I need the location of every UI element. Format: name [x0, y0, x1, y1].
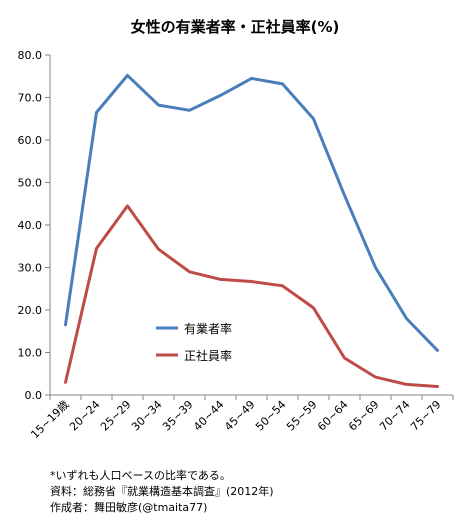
x-tick-label: 30~34: [129, 398, 165, 434]
y-tick-label: 40.0: [18, 219, 43, 232]
legend-label: 正社員率: [184, 348, 232, 363]
chart-title: 女性の有業者率・正社員率(%): [131, 18, 340, 36]
x-tick-label: 55~59: [284, 398, 320, 434]
y-tick-label: 70.0: [18, 92, 43, 105]
series-layer: [64, 73, 439, 388]
x-tick-label: 20~24: [67, 398, 103, 434]
series-line-2: [64, 204, 439, 388]
x-tick-label: 50~54: [253, 398, 289, 434]
x-tick-label: 75~79: [408, 398, 444, 434]
note-author: 作成者：舞田敏彦(@tmaita77): [50, 501, 208, 514]
legend-label: 有業者率: [184, 321, 232, 336]
x-tick-label: 35~39: [160, 398, 196, 434]
x-tick-label: 25~29: [98, 398, 134, 434]
y-tick-label: 30.0: [18, 262, 43, 275]
x-tick-label: 40~44: [191, 398, 227, 434]
x-tick-label: 60~64: [315, 398, 351, 434]
axes: 0.0 10.0 20.0 30.0 40.0 50.0 60.0 70.0 80.0 15~19…: [18, 49, 454, 441]
y-tick-label: 80.0: [18, 49, 43, 62]
y-tick-label: 10.0: [18, 347, 43, 360]
y-tick-label: 60.0: [18, 134, 43, 147]
y-tick-label: 50.0: [18, 177, 43, 190]
note-ratio: *いずれも人口ベースの比率である。: [50, 469, 231, 482]
x-tick-label: 70~74: [377, 398, 413, 434]
note-source: 資料：総務省『就業構造基本調査』(2012年): [50, 485, 274, 498]
x-tick-label: 45~49: [222, 398, 258, 434]
line-chart: 女性の有業者率・正社員率(%) 0.0 10.0 20.0 30.0 40.0 50.0 6…: [18, 18, 454, 441]
x-tick-label: 65~69: [346, 398, 382, 434]
x-tick-label: 15~19歳: [28, 398, 71, 441]
y-tick-label: 20.0: [18, 304, 43, 317]
y-tick-label: 0.0: [25, 389, 43, 402]
